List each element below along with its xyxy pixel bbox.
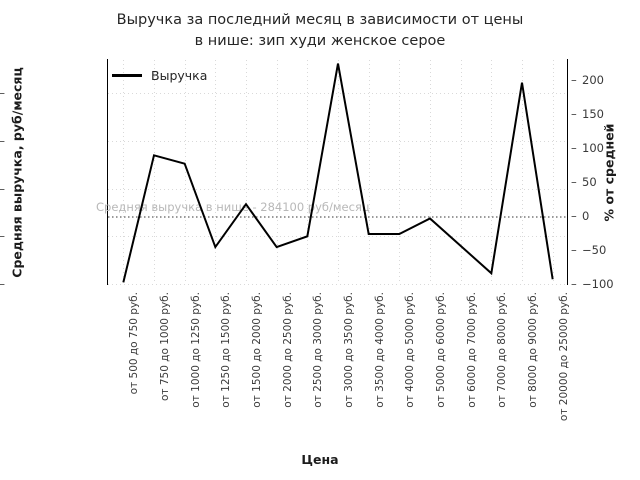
- gridline-horizontal: [108, 284, 568, 285]
- x-axis-tick: от 6000 до 7000 руб.: [465, 292, 478, 408]
- gridline-vertical: [184, 60, 186, 284]
- x-axis-tick: от 4000 до 5000 руб.: [404, 292, 417, 408]
- revenue-polyline: [122, 63, 554, 283]
- y-axis-right-tick: −50: [582, 243, 606, 257]
- gridline-vertical: [123, 60, 125, 284]
- x-axis-tick: от 20000 до 25000 руб.: [557, 292, 570, 422]
- gridline-vertical: [552, 60, 554, 284]
- x-axis-tick: от 3500 до 4000 руб.: [373, 292, 386, 408]
- y-axis-right-tick: 0: [582, 209, 589, 223]
- average-annotation-label: Средняя выручка в нише - 284100 руб/меся…: [96, 200, 370, 215]
- x-axis-tick: от 1000 до 1250 руб.: [189, 292, 202, 408]
- average-reference-line: [108, 216, 568, 218]
- gridline-vertical: [276, 60, 278, 284]
- x-axis-tick: от 5000 до 6000 руб.: [435, 292, 447, 408]
- gridline-horizontal: [108, 141, 568, 143]
- x-axis-tick: от 1250 до 1500 руб.: [220, 292, 233, 408]
- left-spine: [107, 59, 109, 285]
- gridline-horizontal: [108, 93, 568, 95]
- y-axis-left-label: Средняя выручка, руб/месяц: [9, 66, 25, 278]
- x-axis-tick: от 2500 до 3000 руб.: [312, 292, 325, 408]
- gridline-horizontal: [108, 188, 568, 190]
- x-axis-tick: от 500 до 750 руб.: [128, 292, 141, 395]
- x-axis-tick: от 7000 до 8000 руб.: [496, 292, 509, 408]
- plot-area: Средняя выручка в нише - 284100 руб/меся…: [96, 59, 569, 285]
- gridline-vertical: [307, 60, 309, 284]
- revenue-line-series: [122, 63, 554, 283]
- gridline-vertical: [368, 60, 370, 284]
- chart-title: Выручка за последний месяц в зависимости…: [0, 10, 640, 52]
- y-axis-right-tick: 200: [582, 73, 604, 87]
- x-axis-label: Цена: [301, 452, 339, 467]
- x-axis-tick: от 1500 до 2000 руб.: [251, 292, 263, 408]
- gridline-vertical: [460, 60, 462, 284]
- y-axis-right-tick: 150: [582, 107, 604, 121]
- chart-title-line-2: в нише: зип худи женское серое: [194, 33, 446, 50]
- y-axis-right-tick: 100: [582, 141, 604, 155]
- x-axis-tick: от 750 до 1000 руб.: [159, 292, 171, 402]
- gridline-horizontal: [108, 236, 568, 238]
- x-axis-tick: от 2000 до 2500 руб.: [281, 292, 294, 408]
- chart-legend: Выручка: [112, 68, 207, 83]
- gridline-vertical: [338, 60, 339, 284]
- gridline-vertical: [491, 60, 493, 284]
- gridline-vertical: [522, 60, 523, 284]
- gridline-vertical: [215, 60, 217, 284]
- x-axis-tick: от 8000 до 9000 руб.: [527, 292, 539, 408]
- gridline-vertical: [154, 60, 155, 284]
- gridline-vertical: [399, 60, 401, 284]
- legend-entry-label: Выручка: [151, 68, 208, 83]
- y-axis-right-tick: −100: [582, 277, 614, 291]
- gridline-vertical: [246, 60, 247, 284]
- x-axis-tick: от 3000 до 3500 руб.: [343, 292, 355, 408]
- right-spine: [567, 59, 569, 285]
- legend-line-swatch: [112, 74, 142, 77]
- chart-title-line-1: Выручка за последний месяц в зависимости…: [116, 12, 524, 28]
- gridline-vertical: [430, 60, 431, 284]
- y-axis-right-tick: 50: [582, 175, 597, 189]
